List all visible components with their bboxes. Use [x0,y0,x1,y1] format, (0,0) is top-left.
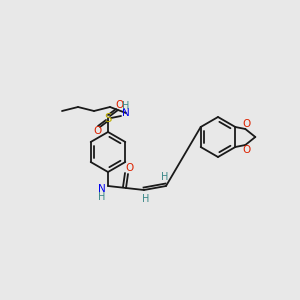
Text: O: O [125,163,133,173]
Text: H: H [122,101,130,111]
Text: H: H [142,194,150,204]
Text: O: O [115,100,123,110]
Text: O: O [242,119,250,129]
Text: H: H [98,192,106,202]
Text: N: N [98,184,106,194]
Text: O: O [93,126,101,136]
Text: S: S [104,112,112,124]
Text: N: N [122,108,130,118]
Text: H: H [161,172,169,182]
Text: O: O [242,145,250,155]
